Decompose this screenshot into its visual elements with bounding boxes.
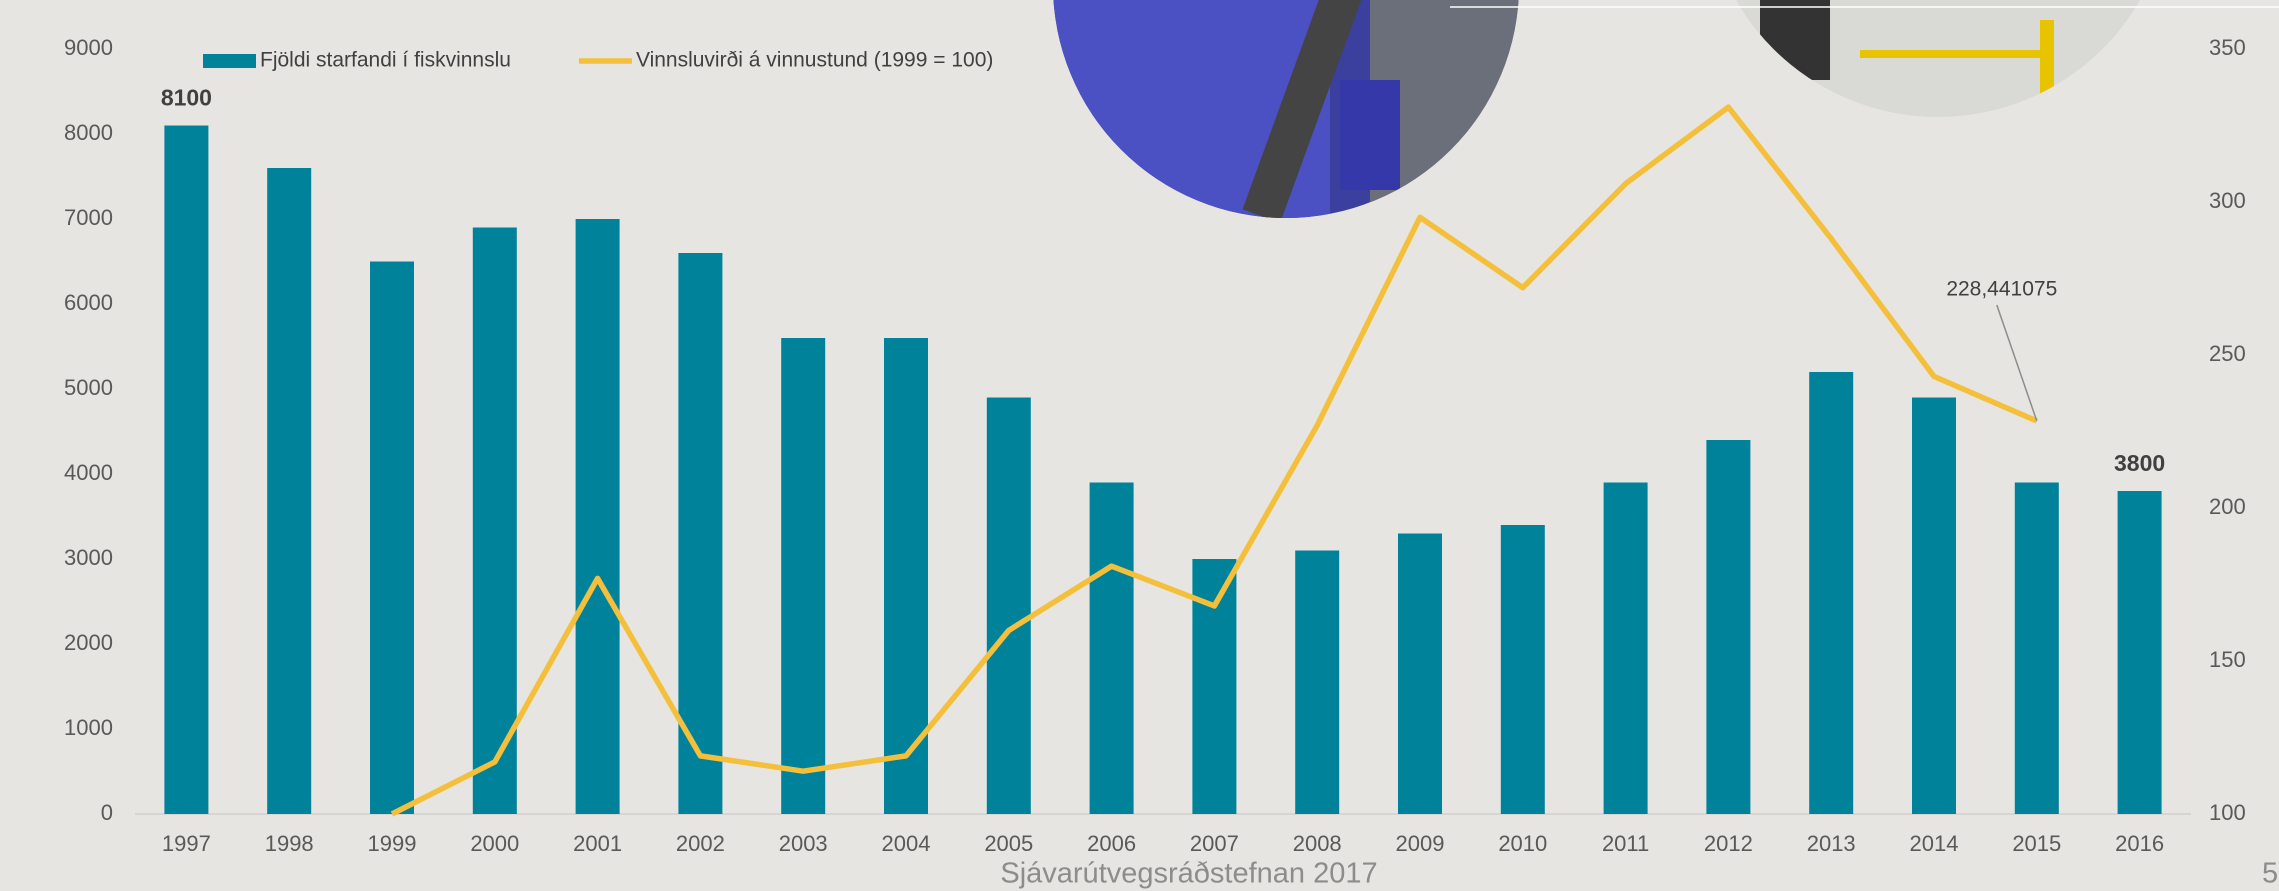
bar [884,338,928,814]
bar [678,253,723,814]
legend-label: Vinnsluvirði á vinnustund (1999 = 100) [636,49,993,72]
y2-tick-label: 250 [2209,341,2246,366]
legend-label: Fjöldi starfandi í fiskvinnslu [260,49,511,72]
bar [267,168,312,814]
x-tick-label: 2007 [1190,831,1239,856]
x-tick-label: 2000 [470,831,519,856]
x-tick-label: 2010 [1498,831,1547,856]
x-tick-label: 2003 [779,831,828,856]
bar [1500,525,1545,814]
x-tick-label: 2011 [1602,831,1649,856]
page-number: 5 [2262,858,2278,890]
bar [370,261,414,814]
x-tick-label: 2009 [1396,831,1445,856]
x-tick-label: 2008 [1293,831,1342,856]
bar [164,125,209,814]
data-label: 228,441075 [1946,278,2057,301]
bar [1089,482,1134,814]
bar [2014,482,2059,814]
x-tick-label: 2006 [1087,831,1136,856]
y2-tick-label: 150 [2209,647,2246,672]
y-tick-label: 2000 [64,630,113,655]
y2-tick-label: 350 [2209,35,2246,60]
y2-tick-label: 200 [2209,494,2246,519]
bar [986,397,1031,814]
x-tick-label: 2012 [1704,831,1753,856]
x-tick-label: 2014 [1910,831,1959,856]
y2-tick-label: 300 [2209,188,2246,213]
y-tick-label: 5000 [64,375,113,400]
bar [781,338,826,814]
x-tick-label: 2001 [573,831,622,856]
y-tick-label: 9000 [64,35,113,60]
x-tick-label: 2005 [984,831,1033,856]
y-tick-label: 1000 [64,715,113,740]
x-tick-label: 2015 [2012,831,2061,856]
x-tick-label: 1997 [162,831,211,856]
x-tick-label: 1999 [368,831,417,856]
y-tick-label: 3000 [64,545,113,570]
bar [1603,482,1648,814]
line [390,104,2038,817]
bar [1706,440,1751,814]
bar [2117,491,2162,814]
y-tick-label: 7000 [64,205,113,230]
y2-tick-label: 100 [2209,800,2246,825]
legend-swatch [203,54,256,68]
bar [1809,372,1854,814]
y-tick-label: 0 [101,800,113,825]
bar [1398,533,1442,814]
bar [1295,550,1340,814]
bar [1912,397,1956,814]
annotation-leader [1996,304,2038,422]
bar [472,227,517,814]
y-tick-label: 4000 [64,460,113,485]
y-tick-label: 6000 [64,290,113,315]
bar-value-label: 3800 [2114,450,2165,476]
x-tick-label: 2004 [882,831,931,856]
x-tick-label: 2013 [1807,831,1856,856]
footer: Sjávarútvegsráðstefnan 2017 [1000,858,1377,890]
x-tick-label: 2016 [2115,831,2164,856]
x-tick-label: 2002 [676,831,725,856]
x-tick-label: 1998 [265,831,314,856]
bar [575,219,620,814]
y-tick-label: 8000 [64,120,113,145]
bar-value-label: 8100 [161,85,212,111]
